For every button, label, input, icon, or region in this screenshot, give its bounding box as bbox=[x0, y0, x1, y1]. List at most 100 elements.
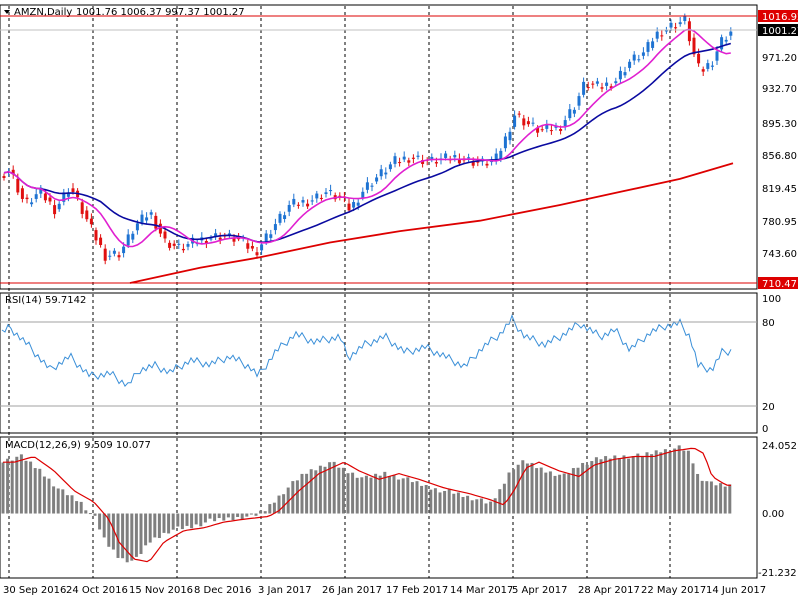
candle-body bbox=[34, 194, 38, 199]
macd-histogram-bar bbox=[351, 472, 355, 514]
macd-histogram-bar bbox=[608, 458, 612, 514]
macd-histogram-bar bbox=[700, 480, 704, 514]
macd-histogram-bar bbox=[475, 499, 479, 514]
candle-body bbox=[384, 172, 388, 175]
candle-body bbox=[356, 202, 360, 206]
macd-histogram-bar bbox=[360, 477, 364, 514]
candle-body bbox=[407, 160, 411, 163]
macd-histogram-bar bbox=[33, 468, 37, 514]
candle-body bbox=[660, 35, 664, 37]
macd-histogram-bar bbox=[525, 463, 529, 514]
macd-histogram-bar bbox=[415, 481, 419, 514]
candle-body bbox=[526, 121, 530, 125]
date-tick: 22 May 2017 bbox=[641, 585, 706, 596]
candle-body bbox=[628, 61, 632, 68]
candle-body bbox=[398, 162, 402, 164]
rsi-pane bbox=[0, 292, 758, 434]
candle-body bbox=[687, 21, 691, 42]
candle-body bbox=[204, 241, 208, 244]
macd-histogram-bar bbox=[167, 513, 171, 534]
macd-histogram-bar bbox=[111, 513, 115, 550]
macd-histogram-bar bbox=[61, 489, 65, 514]
candle-body bbox=[145, 217, 149, 221]
macd-histogram-bar bbox=[410, 482, 414, 514]
macd-histogram-bar bbox=[272, 502, 276, 514]
candle-body bbox=[701, 69, 705, 72]
macd-histogram-bar bbox=[65, 495, 69, 514]
price-tick: 780.95 bbox=[762, 217, 797, 228]
candle-body bbox=[292, 198, 296, 205]
candle-body bbox=[177, 243, 181, 245]
date-tick: 14 Jun 2017 bbox=[706, 585, 766, 596]
macd-histogram-bar bbox=[42, 476, 46, 514]
macd-histogram-bar bbox=[268, 504, 272, 514]
candle-body bbox=[605, 82, 609, 86]
candle-body bbox=[48, 197, 52, 202]
candle-body bbox=[494, 153, 498, 161]
macd-histogram-bar bbox=[401, 478, 405, 514]
macd-histogram-bar bbox=[383, 471, 387, 514]
candle-body bbox=[522, 118, 526, 126]
macd-histogram-bar bbox=[617, 457, 621, 514]
macd-histogram-bar bbox=[222, 513, 226, 521]
macd-histogram-bar bbox=[719, 483, 723, 514]
price-tick: 743.60 bbox=[762, 249, 797, 260]
macd-histogram-bar bbox=[134, 513, 138, 557]
macd-histogram-bar bbox=[668, 451, 672, 514]
macd-histogram-bar bbox=[576, 467, 580, 514]
candle-body bbox=[20, 188, 24, 199]
macd-histogram-bar bbox=[38, 468, 42, 514]
macd-histogram-bar bbox=[682, 450, 686, 514]
low-price-tag bbox=[758, 277, 798, 289]
macd-series bbox=[1, 445, 732, 563]
macd-histogram-bar bbox=[479, 498, 483, 514]
candle-body bbox=[39, 187, 43, 194]
rsi-tick: 80 bbox=[762, 318, 775, 329]
candle-body bbox=[499, 150, 503, 160]
macd-histogram-bar bbox=[1, 462, 5, 514]
macd-tick: 24.052 bbox=[762, 441, 797, 452]
macd-histogram-bar bbox=[171, 513, 175, 530]
macd-histogram-bar bbox=[622, 455, 626, 514]
candle-body bbox=[683, 16, 687, 21]
macd-histogram-bar bbox=[466, 495, 470, 514]
date-axis: 30 Sep 2016 24 Oct 2016 15 Nov 2016 8 De… bbox=[3, 585, 766, 596]
candle-body bbox=[99, 237, 103, 246]
candle-body bbox=[11, 169, 15, 175]
price-tick: 856.80 bbox=[762, 151, 797, 162]
macd-histogram-bar bbox=[148, 513, 152, 543]
macd-histogram-bar bbox=[590, 461, 594, 514]
macd-histogram-bar bbox=[456, 492, 460, 514]
candle-body bbox=[80, 202, 84, 214]
candle-body bbox=[416, 155, 420, 157]
macd-histogram-bar bbox=[645, 452, 649, 514]
candle-body bbox=[697, 53, 701, 64]
macd-histogram-bar bbox=[594, 457, 598, 514]
macd-histogram-bar bbox=[102, 513, 106, 538]
macd-histogram-bar bbox=[539, 467, 543, 514]
date-tick: 26 Jan 2017 bbox=[322, 585, 382, 596]
macd-histogram-bar bbox=[452, 493, 456, 514]
rsi-label: RSI(14) 59.7142 bbox=[5, 295, 86, 306]
macd-histogram-bar bbox=[277, 495, 281, 514]
macd-histogram-bar bbox=[84, 510, 88, 514]
macd-histogram-bar bbox=[677, 445, 681, 514]
candle-body bbox=[568, 109, 572, 119]
macd-histogram-bar bbox=[153, 513, 157, 538]
candle-body bbox=[715, 51, 719, 61]
candle-body bbox=[379, 169, 383, 177]
candle-body bbox=[301, 200, 305, 203]
candle-body bbox=[117, 255, 121, 258]
candle-body bbox=[85, 210, 89, 220]
macd-histogram-bar bbox=[447, 489, 451, 514]
macd-histogram-bar bbox=[88, 513, 92, 515]
macd-histogram-bar bbox=[213, 513, 217, 522]
candle-body bbox=[269, 234, 273, 238]
candle-body bbox=[531, 122, 535, 124]
candle-body bbox=[246, 243, 250, 249]
candle-body bbox=[181, 248, 185, 251]
candle-body bbox=[278, 213, 282, 223]
macd-histogram-bar bbox=[56, 488, 60, 514]
macd-histogram-bar bbox=[548, 471, 552, 514]
date-tick: 8 Dec 2016 bbox=[194, 585, 252, 596]
